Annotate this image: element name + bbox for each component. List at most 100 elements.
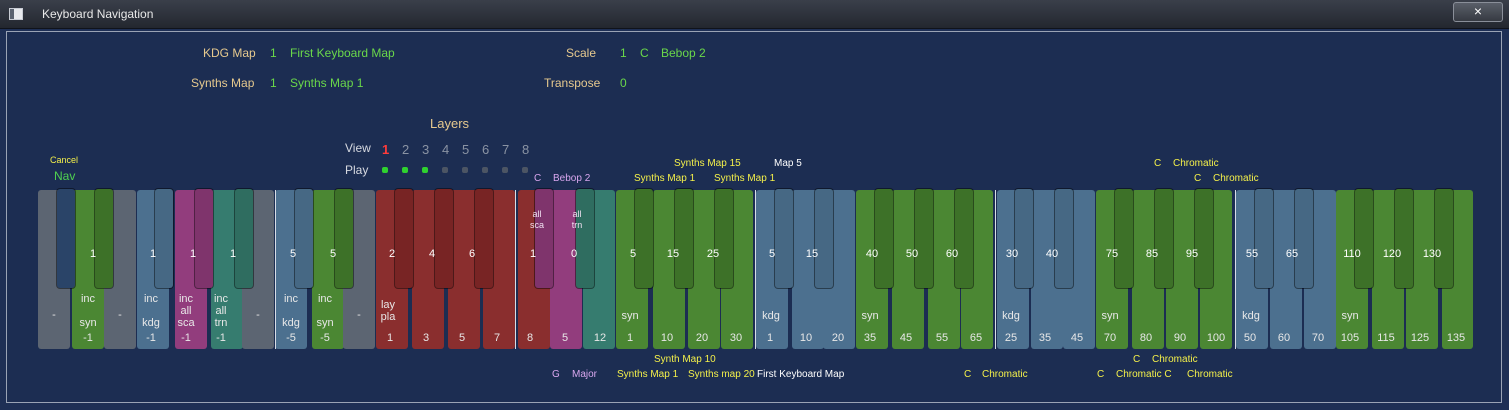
key-label: syn xyxy=(1341,310,1359,322)
layer-play-5[interactable] xyxy=(462,167,468,173)
key-label: 70 xyxy=(1311,332,1325,344)
annotation-chromatic-6: Chromatic xyxy=(1187,369,1233,380)
key-label: 8 xyxy=(526,332,534,344)
key-label: 12 xyxy=(593,332,607,344)
black-key[interactable] xyxy=(815,189,833,288)
key-label: 2 xyxy=(388,248,396,260)
layer-play-8[interactable] xyxy=(522,167,528,173)
black-key[interactable] xyxy=(576,189,594,288)
layer-view-2[interactable]: 2 xyxy=(402,142,410,157)
key-label: all xyxy=(215,305,227,317)
black-key[interactable] xyxy=(915,189,933,288)
white-key[interactable] xyxy=(928,190,960,349)
black-key[interactable] xyxy=(875,189,893,288)
white-key[interactable] xyxy=(448,190,480,349)
annotation-chromatic-5: Chromatic C xyxy=(1116,369,1172,380)
black-key[interactable] xyxy=(1155,189,1173,288)
black-key[interactable] xyxy=(1435,189,1453,288)
key-label: trn xyxy=(214,317,228,329)
layer-view-8[interactable]: 8 xyxy=(522,142,530,157)
black-key[interactable] xyxy=(57,189,75,288)
black-key[interactable] xyxy=(715,189,733,288)
layer-view-6[interactable]: 6 xyxy=(482,142,490,157)
annotation-c-4: C xyxy=(1133,354,1141,365)
key-label: - xyxy=(118,309,122,321)
layer-play-4[interactable] xyxy=(442,167,448,173)
black-key[interactable] xyxy=(1355,189,1373,288)
key-label: inc xyxy=(80,293,96,305)
layer-play-7[interactable] xyxy=(502,167,508,173)
annotation-synths-10: Synth Map 10 xyxy=(654,354,716,365)
scale-number: 1 xyxy=(620,46,627,60)
transpose-value[interactable]: 0 xyxy=(620,76,627,90)
key-label: 115 xyxy=(1377,332,1395,344)
layer-play-3[interactable] xyxy=(422,167,428,173)
key-label: 125 xyxy=(1410,332,1430,344)
key-label: 105 xyxy=(1340,332,1360,344)
layer-view-1[interactable]: 1 xyxy=(382,142,390,157)
key-label: 5 xyxy=(329,248,337,260)
black-key[interactable] xyxy=(475,189,493,288)
window-title: Keyboard Navigation xyxy=(42,7,154,21)
close-button[interactable]: × xyxy=(1453,2,1503,22)
key-label: 1 xyxy=(189,248,197,260)
kdg-map-name[interactable]: First Keyboard Map xyxy=(290,46,395,60)
black-key[interactable] xyxy=(1395,189,1413,288)
black-key[interactable] xyxy=(955,189,973,288)
scale-name[interactable]: Bebop 2 xyxy=(661,46,706,60)
black-key[interactable] xyxy=(1195,189,1213,288)
annotation-synths-15: Synths Map 15 xyxy=(674,158,741,169)
layer-play-2[interactable] xyxy=(402,167,408,173)
key-label: 25 xyxy=(1004,332,1018,344)
black-key[interactable] xyxy=(235,189,253,288)
synths-map-name[interactable]: Synths Map 1 xyxy=(290,76,364,90)
key-label: - xyxy=(357,309,361,321)
key-label: 55 xyxy=(1245,248,1259,260)
key-label: 110 xyxy=(1343,248,1361,260)
black-key[interactable] xyxy=(395,189,413,288)
black-key[interactable] xyxy=(535,189,553,288)
key-label: 1 xyxy=(89,248,97,260)
key-label: sca xyxy=(529,220,544,230)
white-key[interactable] xyxy=(688,190,720,349)
black-key[interactable] xyxy=(195,189,213,288)
key-label: kdg xyxy=(1002,310,1020,322)
synths-map-number: 1 xyxy=(270,76,277,90)
layer-play-6[interactable] xyxy=(482,167,488,173)
black-key[interactable] xyxy=(1295,189,1313,288)
black-key[interactable] xyxy=(295,189,313,288)
nav-label[interactable]: Nav xyxy=(54,169,76,183)
key-label: 60 xyxy=(945,248,959,260)
cancel-label[interactable]: Cancel xyxy=(50,155,79,165)
key-label: all xyxy=(532,209,542,219)
black-key[interactable] xyxy=(1255,189,1273,288)
black-key[interactable] xyxy=(1115,189,1133,288)
layer-view-7[interactable]: 7 xyxy=(502,142,510,157)
key-label: all xyxy=(180,305,192,317)
key-label: 45 xyxy=(899,332,913,344)
black-key[interactable] xyxy=(1015,189,1033,288)
black-key[interactable] xyxy=(1055,189,1073,288)
black-key[interactable] xyxy=(635,189,653,288)
layer-view-3[interactable]: 3 xyxy=(422,142,430,157)
key-label: inc xyxy=(317,293,333,305)
black-key[interactable] xyxy=(675,189,693,288)
key-label: 90 xyxy=(1173,332,1187,344)
black-key[interactable] xyxy=(435,189,453,288)
black-key[interactable] xyxy=(95,189,113,288)
layer-play-1[interactable] xyxy=(382,167,388,173)
annotation-c-2: C xyxy=(1194,173,1202,184)
key-label: pla xyxy=(380,311,396,323)
key-label: kdg xyxy=(142,317,160,329)
layer-view-4[interactable]: 4 xyxy=(442,142,450,157)
key-label: 7 xyxy=(493,332,501,344)
black-key[interactable] xyxy=(335,189,353,288)
key-label: 6 xyxy=(468,248,476,260)
layer-view-5[interactable]: 5 xyxy=(462,142,470,157)
annotation-c-1: C xyxy=(1154,158,1162,169)
key-label: 35 xyxy=(1038,332,1052,344)
black-key[interactable] xyxy=(155,189,173,288)
annotation-c-5: C xyxy=(1097,369,1105,380)
black-key[interactable] xyxy=(775,189,793,288)
key-label: -1 xyxy=(181,332,191,344)
